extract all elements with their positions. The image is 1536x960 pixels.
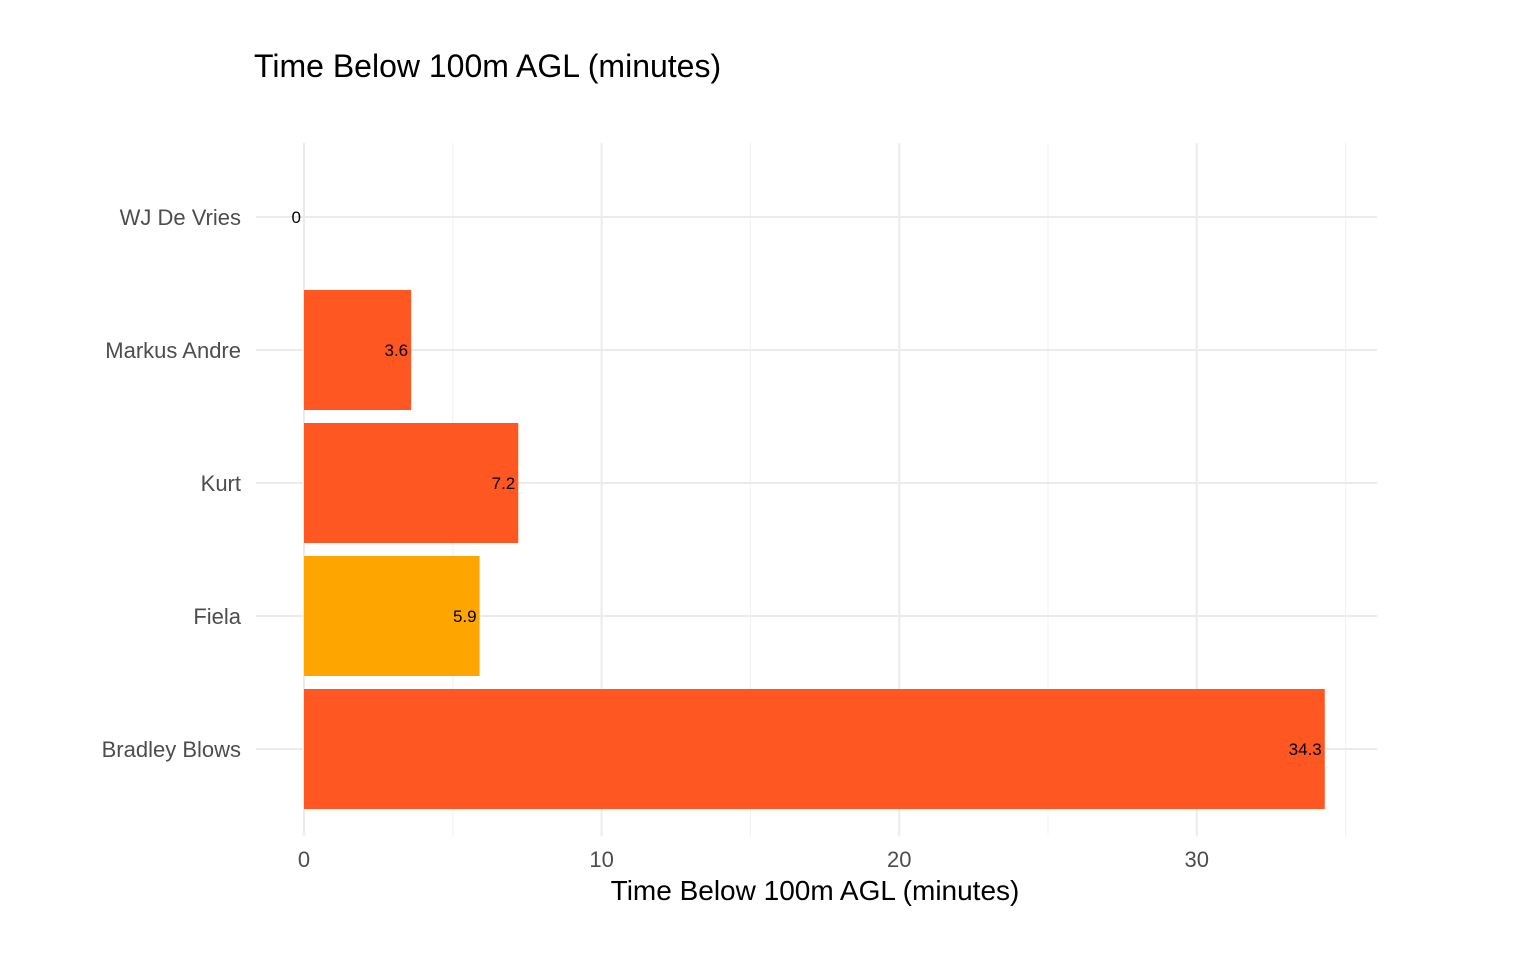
x-axis-title: Time Below 100m AGL (minutes) [611,875,1020,906]
x-tick-label: 20 [887,847,911,872]
bars [304,290,1325,809]
y-tick-label: WJ De Vries [120,205,241,230]
data-label: 34.3 [1289,740,1322,759]
y-tick-label: Bradley Blows [102,737,241,762]
y-axis-tick-labels: WJ De Vries Markus Andre Kurt Fiela Bradley … [102,205,242,762]
y-tick-label: Fiela [193,604,241,629]
x-tick-label: 10 [589,847,613,872]
data-label: 0 [292,208,301,227]
bar-kurt [304,423,519,543]
y-tick-label: Markus Andre [105,338,241,363]
data-labels: 0 3.6 7.2 5.9 34.3 [292,208,1322,759]
bar-markus-andre [304,290,412,410]
x-tick-label: 0 [298,847,310,872]
data-label: 3.6 [384,341,408,360]
bar-bradley-blows [304,689,1325,809]
x-tick-label: 30 [1185,847,1209,872]
data-label: 5.9 [453,607,477,626]
chart-title: Time Below 100m AGL (minutes) [254,48,722,84]
x-axis-tick-labels: 0 10 20 30 [298,847,1209,872]
bar-fiela [304,556,480,676]
data-label: 7.2 [492,474,516,493]
y-tick-label: Kurt [201,471,241,496]
